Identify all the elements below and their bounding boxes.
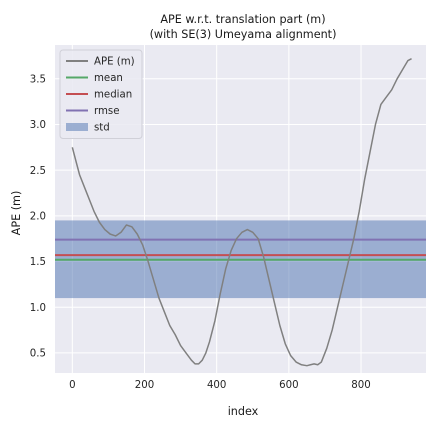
x-tick-label: 800 bbox=[351, 380, 370, 391]
y-tick-label: 2.5 bbox=[30, 166, 46, 177]
y-tick-label: 3.0 bbox=[30, 120, 46, 131]
x-tick-label: 400 bbox=[207, 380, 226, 391]
legend-label: APE (m) bbox=[94, 57, 135, 68]
chart-subtitle: (with SE(3) Umeyama alignment) bbox=[150, 28, 337, 41]
x-tick-label: 200 bbox=[135, 380, 154, 391]
x-axis-label: index bbox=[228, 405, 259, 418]
y-tick-label: 1.0 bbox=[30, 303, 46, 314]
legend-box bbox=[59, 49, 143, 139]
legend-label: std bbox=[94, 123, 110, 134]
tick-labels: 0 200 400 600 800 0.5 1.0 1.5 2.0 2.5 3.0 3.5 bbox=[30, 74, 371, 391]
legend-label: median bbox=[94, 90, 132, 101]
y-tick-label: 3.5 bbox=[30, 74, 46, 85]
legend-label: rmse bbox=[94, 106, 120, 117]
legend-label: mean bbox=[94, 73, 123, 84]
legend-swatch bbox=[66, 123, 88, 131]
x-tick-label: 600 bbox=[279, 380, 298, 391]
x-tick-label: 0 bbox=[69, 380, 75, 391]
statistic-lines bbox=[55, 238, 426, 261]
ape-line bbox=[71, 58, 412, 367]
y-tick-label: 1.5 bbox=[30, 257, 46, 268]
ape-line-layer bbox=[71, 58, 412, 367]
chart-title: APE w.r.t. translation part (m) bbox=[160, 13, 325, 26]
y-tick-label: 0.5 bbox=[30, 348, 46, 359]
y-axis-label: APE (m) bbox=[10, 191, 23, 236]
legend: APE (m) mean median rmse std bbox=[59, 49, 143, 139]
y-tick-label: 2.0 bbox=[30, 211, 46, 222]
